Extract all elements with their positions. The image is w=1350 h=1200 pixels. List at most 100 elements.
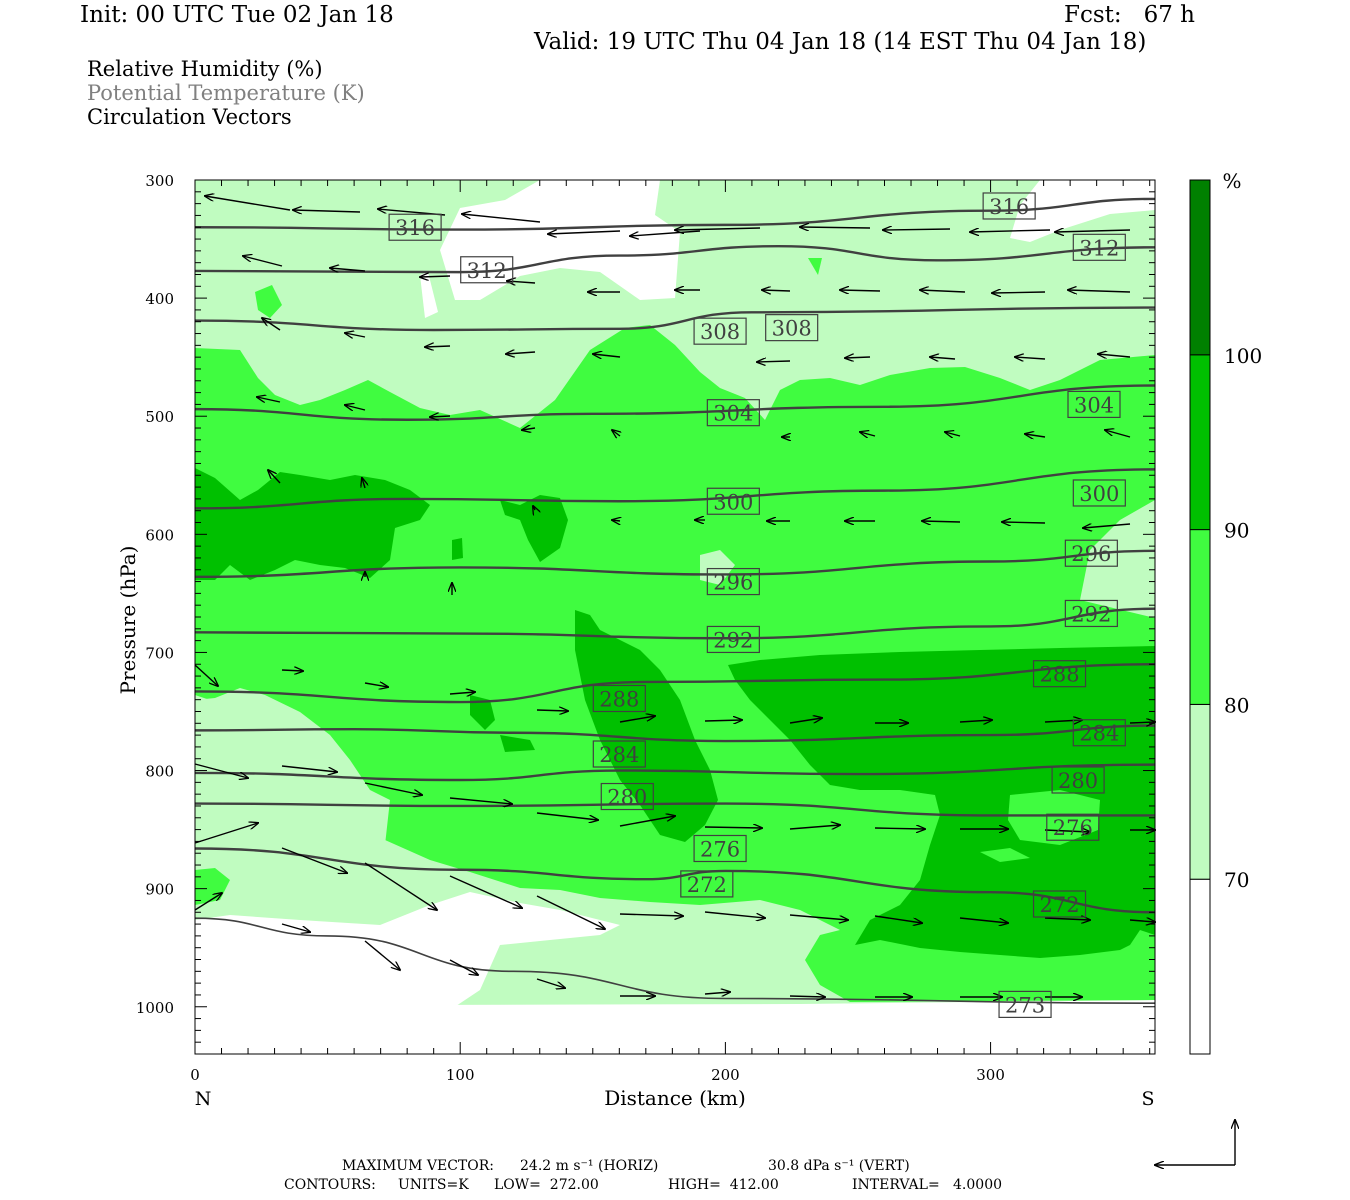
theta-label-288-1: 288 (1032, 660, 1087, 688)
svg-text:296: 296 (1071, 542, 1111, 566)
svg-text:296: 296 (713, 571, 753, 595)
svg-text:273: 273 (1005, 993, 1045, 1017)
footer-contours-label: CONTOURS: (284, 1177, 376, 1193)
svg-text:316: 316 (395, 216, 435, 240)
svg-text:280: 280 (1058, 769, 1098, 793)
theta-contour-316 (195, 197, 1155, 231)
theta-label-284-1: 284 (1072, 719, 1126, 747)
footer-max-horiz: 24.2 m s⁻¹ (HORIZ) (520, 1158, 659, 1174)
theta-contour-304 (195, 384, 1155, 421)
svg-text:308: 308 (700, 320, 740, 344)
theta-label-316: 316 (388, 213, 442, 241)
theta-label-312: 312 (460, 256, 514, 284)
svg-text:272: 272 (687, 873, 727, 897)
svg-text:304: 304 (713, 402, 753, 426)
footer-interval: INTERVAL= 4.0000 (852, 1177, 1003, 1193)
y-tick-label-800: 800 (145, 763, 174, 781)
svg-text:308: 308 (772, 317, 812, 341)
x-tick-label-100: 100 (446, 1066, 475, 1084)
theta-contour-296 (195, 549, 1155, 579)
theta-contour-272 (195, 847, 1155, 914)
axis-ticks: 300 400 500 600 700 800 900 1000 0 100 200 300 (136, 172, 1155, 1084)
theta-contours (195, 197, 1155, 1005)
svg-text:312: 312 (1079, 236, 1119, 260)
svg-text:292: 292 (713, 628, 753, 652)
theta-label-280-1: 280 (1051, 766, 1105, 794)
y-tick-label-300: 300 (145, 172, 174, 190)
theta-contour-280 (195, 763, 1155, 782)
colorbar-swatch-3 (1189, 354, 1211, 531)
colorbar-swatch-1 (1189, 703, 1211, 880)
colorbar-level-80: 80 (1224, 693, 1249, 717)
theta-label-284: 284 (592, 740, 646, 768)
theta-label-276-1: 276 (1046, 813, 1100, 841)
legend-vectors: Circulation Vectors (87, 105, 292, 129)
footer-max-vector-label: MAXIMUM VECTOR: (342, 1158, 494, 1174)
svg-text:276: 276 (700, 837, 740, 861)
colorbar-level-100: 100 (1224, 344, 1262, 368)
y-tick-label-900: 900 (145, 881, 174, 899)
init-time: Init: 00 UTC Tue 02 Jan 18 (80, 2, 394, 28)
x-tick-label-200: 200 (711, 1066, 740, 1084)
valid-time: Valid: 19 UTC Thu 04 Jan 18 (14 EST Thu … (534, 29, 1147, 55)
x-tick-label-300: 300 (976, 1066, 1005, 1084)
x-tick-label-0: 0 (190, 1066, 200, 1084)
theta-label-312-1: 312 (1072, 233, 1126, 261)
svg-text:300: 300 (1079, 482, 1119, 506)
theta-label-296: 296 (706, 567, 760, 596)
colorbar-unit: % (1222, 169, 1241, 193)
footer-low: LOW= 272.00 (494, 1177, 599, 1193)
theta-label-300-1: 300 (1072, 479, 1126, 507)
svg-text:292: 292 (1071, 602, 1111, 626)
theta-label-308-1: 308 (765, 314, 819, 342)
svg-text:276: 276 (1053, 816, 1093, 840)
x-axis-label: Distance (km) (604, 1086, 746, 1110)
theta-contour-284 (195, 724, 1155, 743)
theta-contour-308 (195, 306, 1155, 332)
theta-label-273: 273 (998, 990, 1052, 1018)
colorbar-swatch-2 (1189, 529, 1211, 705)
y-axis-label: Pressure (hPa) (116, 546, 140, 695)
reference-vector-icon (1155, 1120, 1235, 1165)
theta-label-304: 304 (706, 399, 760, 427)
svg-text:272: 272 (1039, 893, 1079, 917)
theta-label-280: 280 (600, 782, 654, 811)
theta-label-272: 272 (680, 870, 734, 898)
theta-label-276: 276 (693, 834, 747, 863)
theta-label-288: 288 (592, 684, 646, 713)
colorbar-swatch-0 (1189, 878, 1211, 1055)
svg-text:316: 316 (989, 195, 1029, 219)
theta-contour-292 (195, 607, 1155, 640)
colorbar-level-90: 90 (1224, 519, 1249, 543)
theta-label-272-1: 272 (1032, 890, 1087, 918)
theta-contour-288 (195, 663, 1155, 704)
svg-text:300: 300 (713, 490, 753, 514)
theta-label-316-1: 316 (982, 192, 1036, 220)
theta-label-292: 292 (706, 625, 760, 654)
colorbar-level-70: 70 (1224, 868, 1249, 892)
svg-text:312: 312 (467, 259, 507, 283)
theta-label-308: 308 (693, 317, 747, 345)
footer-units: UNITS=K (398, 1177, 469, 1193)
circulation-vectors (194, 196, 1155, 997)
theta-contour-300 (195, 468, 1155, 510)
theta-label-292-1: 292 (1064, 599, 1118, 628)
rh-shading (195, 180, 1155, 1054)
legend-rh: Relative Humidity (%) (87, 57, 323, 81)
x-end-label-south: S (1141, 1088, 1154, 1110)
theta-label-304-1: 304 (1067, 390, 1121, 419)
y-tick-label-1000: 1000 (136, 999, 174, 1017)
x-end-label-north: N (195, 1088, 212, 1110)
y-tick-label-600: 600 (145, 526, 174, 544)
footer-max-vert: 30.8 dPa s⁻¹ (VERT) (768, 1158, 910, 1174)
legend-theta: Potential Temperature (K) (87, 81, 365, 105)
y-tick-label-400: 400 (145, 290, 174, 308)
colorbar: 70 80 90 100 (1189, 179, 1262, 1055)
svg-text:288: 288 (1039, 663, 1079, 687)
footer-high: HIGH= 412.00 (668, 1177, 779, 1193)
y-tick-label-500: 500 (145, 408, 174, 426)
theta-contour-273 (195, 917, 1155, 1005)
svg-text:280: 280 (607, 786, 647, 810)
svg-text:304: 304 (1074, 393, 1114, 417)
